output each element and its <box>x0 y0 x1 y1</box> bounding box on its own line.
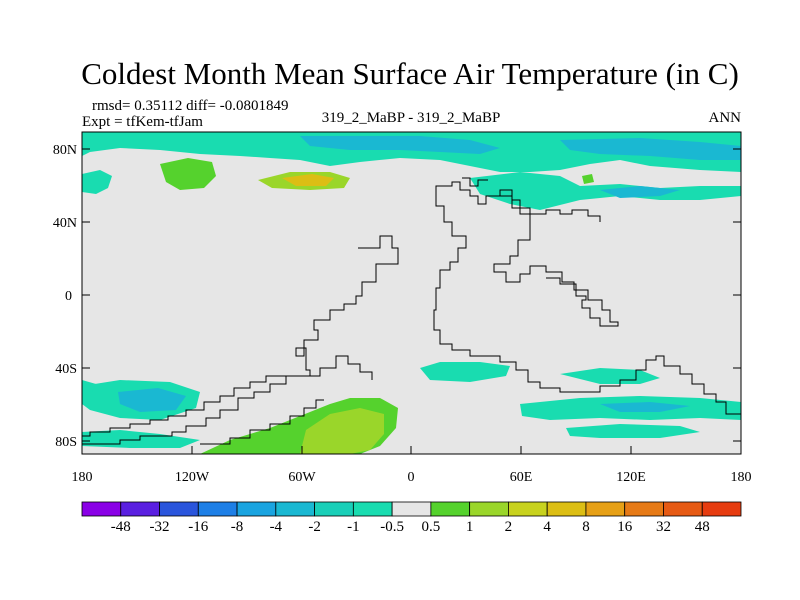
antarctic-warm-core <box>300 408 384 454</box>
coastline-africa-eurasia <box>442 181 619 327</box>
colorbar-swatch <box>585 501 626 517</box>
x-tick-label: 120E <box>616 470 646 485</box>
antarctic-cool-strip <box>566 424 700 438</box>
coastline-south-inner <box>200 399 324 445</box>
south-pacific-cool-core <box>118 388 186 412</box>
x-tick-label: 120W <box>175 470 210 485</box>
x-tick-label: 180 <box>72 470 93 485</box>
colorbar-label: -2 <box>308 519 321 535</box>
southern-ocean-cool-east-core <box>600 402 690 412</box>
south-atlantic-cool <box>420 362 510 382</box>
west-pacific-cool <box>82 380 96 392</box>
colorbar-swatch <box>391 501 432 517</box>
colorbar-swatch <box>352 501 393 517</box>
colorbar-swatch <box>508 501 548 517</box>
colorbar-label: 1 <box>466 519 474 535</box>
east-asia-cool <box>600 186 680 198</box>
colorbar-label: 16 <box>617 519 633 535</box>
coastlines <box>82 177 741 445</box>
x-tick-marks <box>81 446 742 454</box>
y-tick-label: 80N <box>53 143 77 158</box>
x-tick-label: 180 <box>731 470 752 485</box>
y-tick-label: 0 <box>65 289 72 304</box>
colorbar-swatch <box>624 501 664 517</box>
arctic-cool-mid-2 <box>560 138 741 160</box>
y-tick-label: 40N <box>53 216 77 231</box>
colorbar-swatch <box>701 501 742 517</box>
center-label: 319_2_MaBP - 319_2_MaBP <box>322 110 501 126</box>
stats-label: rmsd= 0.35112 diff= -0.0801849 <box>92 98 289 114</box>
colorbar-label: 32 <box>656 519 671 535</box>
colorbar-swatch <box>120 501 160 517</box>
colorbar-swatch <box>275 501 315 517</box>
colorbar-labels: -48 -32 -16 -8 -4 -2 -1 -0.5 0.5 1 2 4 8 16 32 48 <box>111 519 710 535</box>
colorbar-swatch <box>197 501 238 517</box>
coastline-americas <box>82 235 399 445</box>
x-tick-label: 0 <box>408 470 415 485</box>
colorbar-label: -32 <box>150 519 170 535</box>
colorbar-label: -0.5 <box>380 519 404 535</box>
north-atlantic-warm-core <box>282 174 334 186</box>
coastline-eurasia-north <box>500 195 601 222</box>
colorbar-swatch <box>159 501 199 517</box>
colorbar-label: -4 <box>270 519 283 535</box>
colorbar-label: -48 <box>111 519 131 535</box>
colorbar-swatch <box>469 501 509 517</box>
y-tick-label: 80S <box>55 435 77 450</box>
coastline-americas-inner <box>82 375 286 437</box>
colorbar-label: 48 <box>695 519 710 535</box>
colorbar-label: 8 <box>582 519 590 535</box>
y-tick-label: 40S <box>55 362 77 377</box>
colorbar-swatch <box>81 501 122 517</box>
y-tick-marks <box>82 148 741 442</box>
colorbar-swatch <box>663 501 703 517</box>
map: 80N 40N 0 40S 80S 180 120W 60W 0 60E 120… <box>53 131 752 485</box>
x-tick-labels: 180 120W 60W 0 60E 120E 180 <box>72 470 752 485</box>
experiment-label: Expt = tfKem-tfJam <box>82 114 203 130</box>
x-tick-label: 60E <box>510 470 533 485</box>
coastline-pacific-arc <box>300 355 373 380</box>
x-tick-label: 60W <box>288 470 316 485</box>
colorbar-label: -1 <box>347 519 360 535</box>
north-pacific-cool <box>82 170 112 194</box>
small-warm-dot <box>582 174 594 184</box>
colorbar-label: 0.5 <box>422 519 441 535</box>
colorbar-swatch <box>236 501 277 517</box>
colorbar-swatch <box>430 501 471 517</box>
colorbar-swatch <box>546 501 587 517</box>
colorbar-swatch <box>314 501 354 517</box>
y-tick-labels: 80N 40N 0 40S 80S <box>53 143 77 450</box>
arctic-cool-mid <box>300 136 500 154</box>
north-america-warm <box>160 158 216 190</box>
difference-fields <box>82 132 741 454</box>
colorbar-label: -16 <box>188 519 208 535</box>
coastline-greenland <box>462 177 488 187</box>
chart-title: Coldest Month Mean Surface Air Temperatu… <box>81 56 739 91</box>
colorbar <box>81 501 742 517</box>
colorbar-label: 2 <box>505 519 513 535</box>
colorbar-label: 4 <box>543 519 551 535</box>
coastline-africa-south <box>433 185 741 415</box>
colorbar-label: -8 <box>231 519 244 535</box>
season-label: ANN <box>709 110 742 126</box>
